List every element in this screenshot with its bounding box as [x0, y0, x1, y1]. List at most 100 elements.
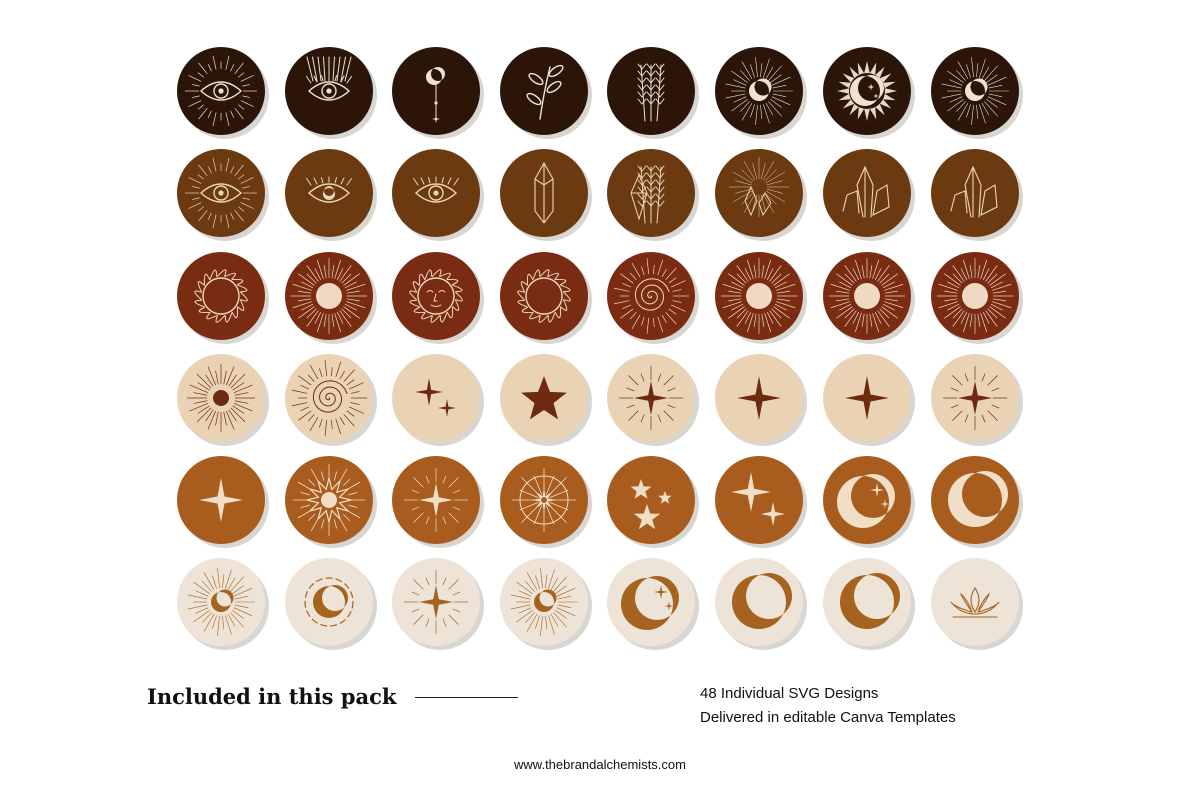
icon-badge	[392, 252, 484, 344]
icon-badge	[715, 47, 807, 139]
badge-circle	[392, 252, 480, 340]
sun-rays-icon	[291, 258, 367, 334]
icon-badge	[607, 456, 699, 548]
crescent-icon	[732, 573, 792, 629]
badge-circle	[931, 558, 1019, 646]
icon-badge	[607, 149, 699, 241]
icon-badge	[823, 456, 915, 548]
eye-crescent-icon	[306, 176, 352, 203]
badge-circle	[177, 252, 265, 340]
icon-badge	[392, 558, 484, 650]
icon-badge	[285, 47, 377, 139]
crescent-rays-icon	[725, 57, 793, 125]
icon-badge	[607, 47, 699, 139]
sparkle-icon	[199, 478, 243, 522]
icon-badge	[285, 456, 377, 548]
icon-badge	[931, 149, 1023, 241]
feature-canva-templates: Delivered in editable Canva Templates	[700, 709, 956, 726]
sun-flame-icon	[517, 269, 571, 323]
crescent-icon	[948, 471, 1008, 527]
badge-circle	[715, 456, 803, 544]
sun-flame-icon	[194, 269, 248, 323]
badge-circle	[931, 149, 1019, 237]
icon-badge	[177, 558, 269, 650]
icon-badge	[715, 354, 807, 446]
compass-star-icon	[512, 468, 576, 532]
icon-badge	[500, 558, 592, 650]
spiral-sun-icon	[291, 360, 367, 436]
icon-badge	[823, 47, 915, 139]
icon-badge	[392, 456, 484, 548]
icon-badge	[500, 456, 592, 548]
badge-circle	[607, 558, 695, 646]
badge-circle	[285, 149, 373, 237]
crescent-rays-icon	[941, 57, 1009, 125]
crescent-rays-icon	[187, 568, 255, 636]
icon-badge	[931, 456, 1023, 548]
icon-badge	[715, 252, 807, 344]
icon-badge	[607, 558, 699, 650]
crystal-cluster-icon	[842, 165, 890, 218]
sparkle-icon	[737, 376, 781, 420]
two-sparkles-icon	[731, 472, 785, 526]
badge-circle	[607, 456, 695, 544]
icon-badge	[931, 252, 1023, 344]
badge-circle	[823, 456, 911, 544]
website-url[interactable]: www.thebrandalchemists.com	[514, 757, 686, 772]
badge-circle	[177, 558, 265, 646]
icon-badge	[500, 47, 592, 139]
crystal-cluster-icon	[950, 165, 998, 218]
sparkle-rays-icon	[619, 366, 683, 430]
star-burst-icon	[293, 464, 365, 536]
icon-badge	[177, 47, 269, 139]
icon-badge	[392, 47, 484, 139]
spiral-sun-icon	[613, 258, 689, 334]
crescent-circle-icon	[304, 577, 354, 627]
icon-badge	[500, 354, 592, 446]
three-stars-icon	[630, 479, 672, 530]
sun-rays-icon	[829, 258, 905, 334]
icon-badge	[715, 558, 807, 650]
icon-badge	[177, 149, 269, 241]
heading-rule	[415, 697, 518, 698]
icon-badge	[285, 354, 377, 446]
wheat-icon	[637, 63, 665, 122]
icon-badge	[177, 456, 269, 548]
crystal-wheat-icon	[630, 165, 665, 224]
crescent-pendant-icon	[426, 67, 445, 123]
icon-badge	[177, 252, 269, 344]
icon-badge	[715, 149, 807, 241]
crystal-icon	[534, 161, 554, 224]
crescent-icon	[840, 573, 900, 629]
icon-badge	[285, 558, 377, 650]
sun-rays-icon	[721, 258, 797, 334]
icon-grid	[177, 47, 1023, 650]
icon-badge	[823, 149, 915, 241]
icon-badge	[392, 149, 484, 241]
badge-circle	[285, 558, 373, 646]
sparkle-rays-icon	[404, 570, 468, 634]
dot-rays-icon	[187, 364, 255, 432]
eye-lashes-icon	[413, 176, 459, 203]
lotus-icon	[950, 587, 1000, 618]
icon-badge	[931, 558, 1023, 650]
crescent-stars-icon	[837, 474, 895, 528]
badge-circle	[500, 558, 588, 646]
badge-circle	[823, 149, 911, 237]
icon-badge	[607, 354, 699, 446]
icon-badge	[607, 252, 699, 344]
eye-crown-icon	[306, 56, 352, 101]
sparkle-rays-icon	[404, 468, 468, 532]
two-stars-icon	[415, 378, 456, 417]
star-icon	[521, 376, 567, 420]
icon-badge	[715, 456, 807, 548]
icon-badge	[285, 149, 377, 241]
badge-circle	[392, 354, 480, 442]
badge-circle	[500, 252, 588, 340]
icon-badge	[392, 354, 484, 446]
badge-circle	[931, 47, 1019, 135]
sun-face-icon	[409, 269, 463, 323]
feature-svg-count: 48 Individual SVG Designs	[700, 685, 879, 702]
icon-badge	[500, 252, 592, 344]
icon-badge	[931, 47, 1023, 139]
